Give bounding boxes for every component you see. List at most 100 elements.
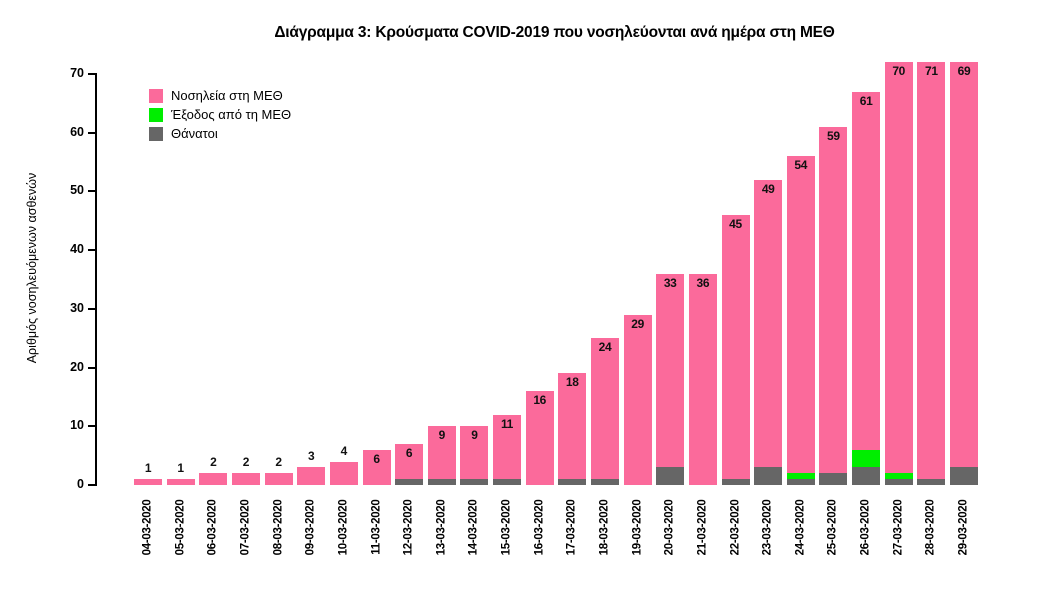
bar-value-label: 70 — [892, 64, 906, 79]
deaths-bar-segment — [852, 467, 881, 485]
icu-bar-segment — [297, 467, 326, 485]
icu-bar-segment — [884, 62, 913, 474]
bar-value-label: 1 — [177, 461, 184, 476]
bar-value-label: 9 — [438, 428, 446, 443]
x-tick-label: 14-03-2020 — [467, 499, 480, 556]
bar-value-label: 16 — [533, 393, 547, 407]
bar-value-label: 36 — [696, 275, 710, 290]
y-tick-mark — [88, 425, 96, 428]
icu-bar-segment — [721, 214, 750, 480]
deaths-bar-segment — [493, 479, 521, 485]
y-tick-mark — [88, 131, 96, 134]
x-tick-label: 08-03-2020 — [272, 499, 285, 556]
x-tick-label: 17-03-2020 — [565, 499, 578, 556]
bar-value-label: 6 — [373, 451, 380, 466]
y-tick-mark — [88, 484, 96, 486]
icu-bar-segment — [395, 443, 424, 480]
bar-value-label: 2 — [210, 455, 217, 470]
x-tick-label: 11-03-2020 — [370, 499, 382, 555]
y-tick-label: 50 — [70, 183, 84, 198]
deaths-bar-segment — [917, 479, 946, 485]
x-tick-label: 21-03-2020 — [696, 499, 709, 556]
x-tick-label: 09-03-2020 — [304, 499, 317, 556]
bar-value-label: 24 — [598, 340, 612, 355]
x-tick-label: 06-03-2020 — [206, 499, 219, 556]
x-tick-label: 04-03-2020 — [141, 499, 154, 556]
deaths-bar-segment — [721, 479, 750, 485]
icu-bar-segment — [819, 126, 848, 474]
y-axis-line — [95, 73, 97, 486]
legend-item: Νοσηλεία στη ΜΕΘ — [149, 88, 291, 103]
y-tick-label: 0 — [77, 477, 84, 491]
y-tick-mark — [88, 307, 96, 310]
legend-swatch — [149, 126, 163, 141]
deaths-bar-segment — [786, 479, 815, 485]
x-tick-label: 05-03-2020 — [174, 499, 187, 556]
legend-label: Νοσηλεία στη ΜΕΘ — [171, 88, 283, 103]
bar-value-label: 49 — [761, 181, 775, 196]
y-tick-mark — [88, 366, 96, 369]
x-tick-label: 26-03-2020 — [859, 499, 872, 556]
icu-bar-segment — [231, 473, 260, 485]
y-tick-mark — [88, 72, 96, 75]
icu-bar-segment — [786, 156, 815, 474]
bar-value-label: 2 — [275, 455, 282, 470]
x-tick-label: 13-03-2020 — [435, 499, 448, 556]
icu-bar-segment — [264, 473, 293, 485]
bar-value-label: 9 — [471, 428, 478, 443]
bar-value-label: 54 — [794, 158, 808, 173]
x-tick-label: 10-03-2020 — [337, 499, 350, 556]
icu-bar-segment — [754, 179, 783, 468]
icu-bar-segment — [950, 62, 978, 468]
icu-bar-segment — [427, 426, 456, 480]
x-tick-label: 27-03-2020 — [892, 499, 905, 556]
y-tick-label: 60 — [70, 124, 84, 139]
bar-value-label: 45 — [729, 216, 742, 231]
legend-label: Έξοδος από τη ΜΕΘ — [171, 107, 292, 122]
icu-bar-segment — [166, 479, 195, 485]
deaths-bar-segment — [460, 479, 489, 485]
icu-bar-segment — [688, 273, 717, 485]
y-tick-label: 40 — [70, 242, 84, 257]
deaths-bar-segment — [950, 467, 978, 485]
x-tick-label: 16-03-2020 — [533, 499, 546, 556]
x-tick-label: 28-03-2020 — [924, 499, 937, 556]
x-tick-label: 22-03-2020 — [729, 499, 741, 556]
legend-swatch — [149, 88, 163, 103]
legend-swatch — [149, 107, 163, 122]
exit-bar-segment — [852, 449, 881, 468]
x-tick-label: 20-03-2020 — [663, 499, 676, 556]
y-tick-label: 10 — [70, 418, 84, 433]
bar-value-label: 33 — [663, 275, 677, 290]
bar-value-label: 1 — [144, 461, 152, 476]
x-tick-label: 24-03-2020 — [794, 499, 807, 556]
icu-bar-segment — [199, 473, 228, 485]
deaths-bar-segment — [591, 479, 619, 485]
legend-item: Θάνατοι — [149, 126, 291, 141]
bar-value-label: 18 — [565, 375, 579, 390]
legend-item: Έξοδος από τη ΜΕΘ — [149, 107, 291, 122]
bar-value-label: 3 — [308, 449, 315, 464]
icu-bar-segment — [656, 273, 685, 468]
bar-value-label: 71 — [925, 64, 938, 79]
chart-title: Διάγραμμα 3: Κρούσματα COVID-2019 που νο… — [274, 24, 835, 41]
exit-bar-segment — [786, 473, 815, 480]
deaths-bar-segment — [884, 479, 913, 485]
x-tick-label: 12-03-2020 — [402, 499, 415, 556]
bar-value-label: 11 — [500, 416, 514, 431]
y-tick-mark — [88, 249, 96, 252]
x-tick-label: 15-03-2020 — [500, 499, 513, 556]
deaths-bar-segment — [819, 473, 848, 485]
bar-value-label: 61 — [859, 93, 873, 108]
icu-bar-segment — [558, 373, 587, 480]
y-tick-label: 30 — [70, 300, 84, 315]
x-tick-label: 25-03-2020 — [826, 499, 839, 556]
bar-value-label: 4 — [340, 443, 348, 458]
x-tick-label: 19-03-2020 — [631, 499, 644, 556]
x-tick-label: 18-03-2020 — [598, 499, 611, 556]
bar-value-label: 69 — [957, 64, 971, 79]
bar-value-label: 29 — [631, 316, 644, 331]
icu-bar-segment — [134, 479, 162, 485]
y-tick-label: 70 — [70, 65, 84, 80]
deaths-bar-segment — [427, 479, 456, 485]
